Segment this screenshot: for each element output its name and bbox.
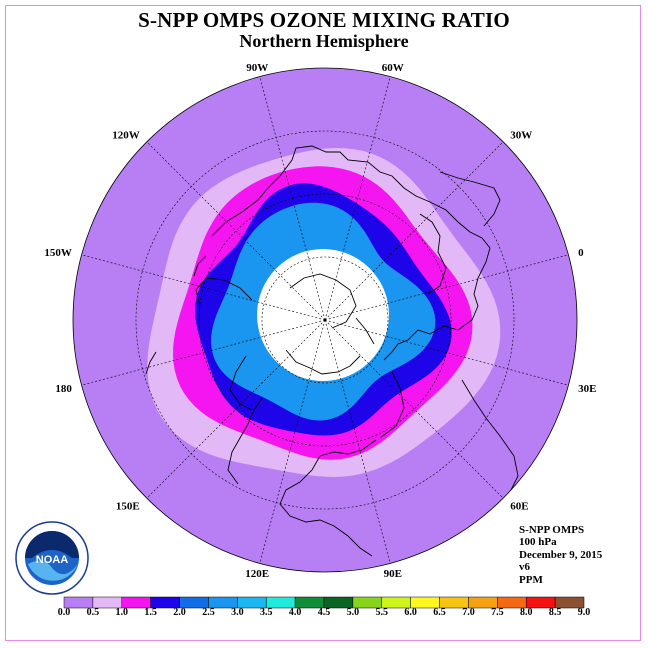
longitude-label: 120W bbox=[112, 130, 140, 142]
colorbar-label: 4.5 bbox=[317, 607, 331, 618]
longitude-label: 180 bbox=[55, 383, 72, 395]
map-border bbox=[72, 67, 578, 573]
colorbar-label: 5.0 bbox=[346, 607, 360, 618]
info-version: v6 bbox=[519, 561, 530, 574]
info-level: 100 hPa bbox=[519, 536, 557, 549]
colorbar-label: 6.5 bbox=[433, 607, 446, 618]
colorbar-label: 0.5 bbox=[86, 607, 100, 618]
colorbar-label: 4.0 bbox=[288, 607, 302, 618]
colorbar-label: 0.0 bbox=[57, 607, 71, 618]
colorbar-label: 1.5 bbox=[144, 607, 157, 618]
noaa-logo: NOAA bbox=[14, 520, 90, 596]
latitude-circle bbox=[198, 193, 452, 447]
colorbar-label: 2.0 bbox=[173, 607, 186, 618]
meridian-line bbox=[324, 76, 391, 321]
colorbar-label: 3.5 bbox=[259, 607, 273, 618]
latitude-circle bbox=[261, 256, 389, 384]
longitude-label: 0 bbox=[578, 247, 584, 259]
longitude-label: 90W bbox=[246, 62, 268, 74]
info-units: PPM bbox=[519, 573, 543, 586]
map-title: S-NPP OMPS OZONE MIXING RATIO bbox=[138, 8, 510, 32]
meridian-line bbox=[324, 319, 391, 564]
meridian-line bbox=[81, 319, 326, 386]
colorbar-label: 3.0 bbox=[231, 607, 244, 618]
colorbar-label: 1.0 bbox=[115, 607, 129, 618]
colorbar-label: 8.5 bbox=[548, 607, 562, 618]
info-date: December 9, 2015 bbox=[519, 548, 603, 561]
longitude-label: 90E bbox=[384, 568, 402, 580]
info-block: S-NPP OMPS 100 hPa December 9, 2015 v6 P… bbox=[519, 524, 602, 586]
meridian-line bbox=[324, 319, 569, 386]
longitude-label: 30W bbox=[510, 130, 532, 142]
colorbar-label: 7.5 bbox=[491, 607, 504, 618]
colorbar-label: 6.0 bbox=[404, 607, 417, 618]
longitude-label: 30E bbox=[578, 383, 596, 395]
figure-frame bbox=[5, 5, 641, 641]
longitude-label: 120E bbox=[245, 568, 269, 580]
longitude-labels: 90E 60E 30E 0 30W 60W 90W 120W 150W 180 150E 120E bbox=[44, 62, 596, 580]
longitude-label: 150E bbox=[116, 500, 140, 512]
colorbar-label: 9.0 bbox=[577, 607, 591, 618]
longitude-label: 60E bbox=[510, 500, 528, 512]
meridian-line bbox=[324, 254, 569, 321]
logo-text: NOAA bbox=[36, 554, 68, 566]
coastlines bbox=[145, 145, 519, 557]
graticule bbox=[81, 76, 569, 564]
meridian-line bbox=[324, 319, 504, 499]
colorbar-label: 8.0 bbox=[519, 607, 533, 618]
longitude-label: 60W bbox=[382, 62, 404, 74]
latitude-circle bbox=[135, 130, 515, 510]
meridian-line bbox=[259, 319, 326, 564]
colorbar-label: 2.5 bbox=[202, 607, 215, 618]
longitude-label: 150W bbox=[44, 247, 72, 259]
polar-night-mask bbox=[257, 249, 389, 381]
info-instrument: S-NPP OMPS bbox=[519, 524, 585, 536]
colorbar-label: 7.0 bbox=[462, 607, 475, 618]
meridian-line bbox=[146, 141, 326, 321]
map-subtitle: Northern Hemisphere bbox=[239, 31, 409, 51]
colorbar-label: 5.5 bbox=[375, 607, 389, 618]
